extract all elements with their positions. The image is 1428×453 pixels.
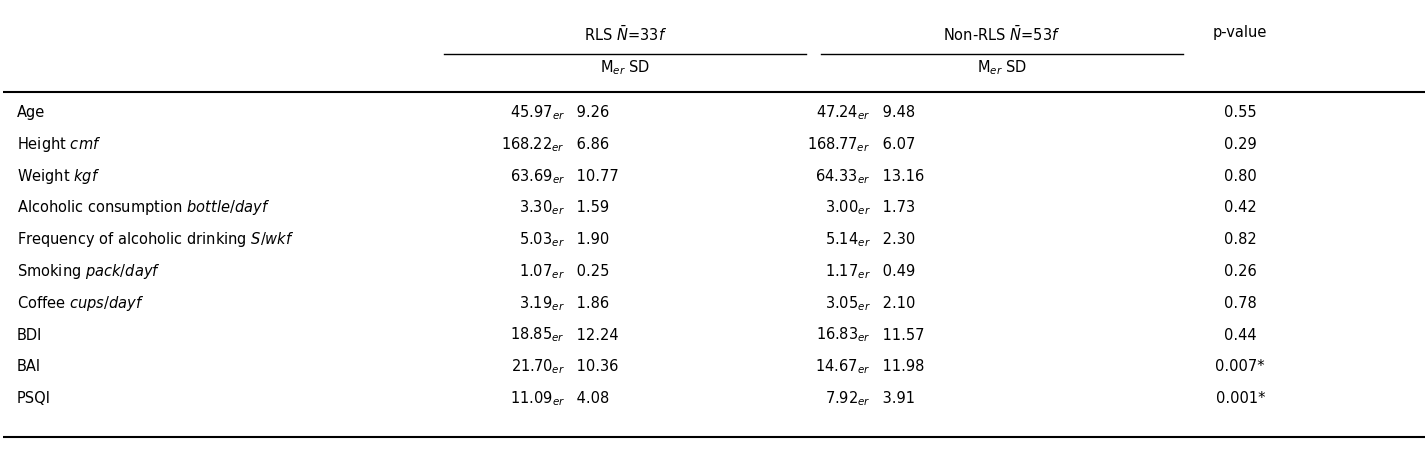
Text: 3.30$_{er}$: 3.30$_{er}$ xyxy=(518,198,564,217)
Text: 1.59: 1.59 xyxy=(571,200,608,216)
Text: 0.44: 0.44 xyxy=(1224,328,1257,342)
Text: 11.09$_{er}$: 11.09$_{er}$ xyxy=(510,389,564,408)
Text: 6.86: 6.86 xyxy=(571,137,608,152)
Text: 1.90: 1.90 xyxy=(571,232,608,247)
Text: BDI: BDI xyxy=(17,328,43,342)
Text: 18.85$_{er}$: 18.85$_{er}$ xyxy=(510,326,564,344)
Text: 5.14$_{er}$: 5.14$_{er}$ xyxy=(825,230,871,249)
Text: Frequency of alcoholic drinking $S/wk f$: Frequency of alcoholic drinking $S/wk f$ xyxy=(17,230,294,249)
Text: 3.00$_{er}$: 3.00$_{er}$ xyxy=(825,198,871,217)
Text: 9.26: 9.26 xyxy=(571,105,608,120)
Text: 0.25: 0.25 xyxy=(571,264,610,279)
Text: PSQI: PSQI xyxy=(17,391,51,406)
Text: Height $cm f$: Height $cm f$ xyxy=(17,135,101,154)
Text: RLS $\bar{N}$=33$f$: RLS $\bar{N}$=33$f$ xyxy=(584,25,667,44)
Text: 168.77$_{er}$: 168.77$_{er}$ xyxy=(807,135,871,154)
Text: 4.08: 4.08 xyxy=(571,391,608,406)
Text: Age: Age xyxy=(17,105,46,120)
Text: 9.48: 9.48 xyxy=(878,105,915,120)
Text: 1.86: 1.86 xyxy=(571,296,608,311)
Text: 1.73: 1.73 xyxy=(878,200,915,216)
Text: Alcoholic consumption $bottle/day f$: Alcoholic consumption $bottle/day f$ xyxy=(17,198,270,217)
Text: Weight $kg f$: Weight $kg f$ xyxy=(17,167,100,186)
Text: 2.10: 2.10 xyxy=(878,296,915,311)
Text: 47.24$_{er}$: 47.24$_{er}$ xyxy=(817,103,871,122)
Text: 168.22$_{er}$: 168.22$_{er}$ xyxy=(501,135,564,154)
Text: 0.55: 0.55 xyxy=(1224,105,1257,120)
Text: 5.03$_{er}$: 5.03$_{er}$ xyxy=(518,230,564,249)
Text: 0.007*: 0.007* xyxy=(1215,359,1265,374)
Text: 1.17$_{er}$: 1.17$_{er}$ xyxy=(825,262,871,281)
Text: 3.05$_{er}$: 3.05$_{er}$ xyxy=(825,294,871,313)
Text: 12.24: 12.24 xyxy=(571,328,618,342)
Text: 63.69$_{er}$: 63.69$_{er}$ xyxy=(510,167,564,186)
Text: 11.57: 11.57 xyxy=(878,328,924,342)
Text: 0.001*: 0.001* xyxy=(1215,391,1265,406)
Text: M$_{er}$ SD: M$_{er}$ SD xyxy=(977,59,1027,77)
Text: 0.80: 0.80 xyxy=(1224,169,1257,183)
Text: 0.82: 0.82 xyxy=(1224,232,1257,247)
Text: Smoking $pack/day f$: Smoking $pack/day f$ xyxy=(17,262,161,281)
Text: 7.92$_{er}$: 7.92$_{er}$ xyxy=(825,389,871,408)
Text: p-value: p-value xyxy=(1214,25,1268,40)
Text: 0.29: 0.29 xyxy=(1224,137,1257,152)
Text: 21.70$_{er}$: 21.70$_{er}$ xyxy=(511,357,564,376)
Text: 10.36: 10.36 xyxy=(571,359,618,374)
Text: 1.07$_{er}$: 1.07$_{er}$ xyxy=(518,262,564,281)
Text: M$_{er}$ SD: M$_{er}$ SD xyxy=(600,59,650,77)
Text: 3.19$_{er}$: 3.19$_{er}$ xyxy=(518,294,564,313)
Text: BAI: BAI xyxy=(17,359,41,374)
Text: Non-RLS $\bar{N}$=53$f$: Non-RLS $\bar{N}$=53$f$ xyxy=(944,25,1061,44)
Text: 11.98: 11.98 xyxy=(878,359,924,374)
Text: 0.49: 0.49 xyxy=(878,264,915,279)
Text: 0.42: 0.42 xyxy=(1224,200,1257,216)
Text: 14.67$_{er}$: 14.67$_{er}$ xyxy=(815,357,871,376)
Text: 16.83$_{er}$: 16.83$_{er}$ xyxy=(815,326,871,344)
Text: 6.07: 6.07 xyxy=(878,137,915,152)
Text: 13.16: 13.16 xyxy=(878,169,924,183)
Text: 0.26: 0.26 xyxy=(1224,264,1257,279)
Text: 45.97$_{er}$: 45.97$_{er}$ xyxy=(510,103,564,122)
Text: 10.77: 10.77 xyxy=(571,169,618,183)
Text: 0.78: 0.78 xyxy=(1224,296,1257,311)
Text: Coffee $cups/day f$: Coffee $cups/day f$ xyxy=(17,294,144,313)
Text: 2.30: 2.30 xyxy=(878,232,915,247)
Text: 64.33$_{er}$: 64.33$_{er}$ xyxy=(815,167,871,186)
Text: 3.91: 3.91 xyxy=(878,391,914,406)
